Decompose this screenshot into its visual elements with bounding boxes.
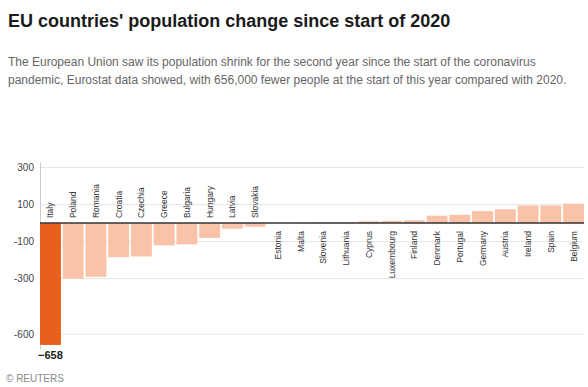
bar xyxy=(176,223,197,244)
y-tick: -100 xyxy=(14,236,40,247)
x-tick-label: Cyprus xyxy=(364,231,374,258)
grid-line xyxy=(40,334,584,335)
x-tick-label: Latvia xyxy=(227,195,237,218)
x-tick-label: Greece xyxy=(159,190,169,218)
x-tick-label: Portugal xyxy=(455,231,465,263)
source: © REUTERS xyxy=(6,373,64,384)
bar xyxy=(540,206,561,224)
data-label: −658 xyxy=(38,349,63,361)
x-tick-label: Germany xyxy=(478,230,488,266)
x-tick-label: Croatia xyxy=(114,190,124,218)
x-tick-label: Slovenia xyxy=(318,231,328,264)
chart: EU countries' population change since st… xyxy=(0,0,588,387)
bar xyxy=(563,204,584,223)
y-tick-label: 100 xyxy=(17,199,34,210)
y-tick: -300 xyxy=(14,273,40,284)
bar xyxy=(427,216,448,223)
y-axis: 300 100 -100 -300 -600 xyxy=(14,162,41,349)
bar xyxy=(518,206,539,224)
y-tick-label: -600 xyxy=(14,329,34,340)
x-tick-label: Luxembourg xyxy=(387,231,397,279)
bar xyxy=(85,223,106,277)
grid xyxy=(40,168,584,335)
data-labels: −658 xyxy=(38,349,63,361)
x-tick-label: Ireland xyxy=(523,231,533,257)
x-tick-label: Hungary xyxy=(205,185,215,218)
x-tick-label: Spain xyxy=(546,231,556,253)
bar xyxy=(154,223,175,245)
x-tick-label: Italy xyxy=(45,202,55,218)
y-tick: 100 xyxy=(17,199,40,210)
x-tick-label: Poland xyxy=(68,191,78,218)
bar xyxy=(199,223,220,238)
bar xyxy=(40,223,61,345)
bars xyxy=(40,204,584,345)
y-tick-label: 300 xyxy=(17,162,34,173)
zero-line xyxy=(40,222,584,224)
title: EU countries' population change since st… xyxy=(8,11,450,31)
y-tick: 300 xyxy=(17,162,40,173)
x-tick-label: Lithuania xyxy=(341,231,351,266)
bar xyxy=(108,223,129,257)
subtitle: The European Union saw its population sh… xyxy=(8,55,566,87)
bar xyxy=(222,223,243,229)
x-tick-label: Denmark xyxy=(432,230,442,265)
x-tick-label: Austria xyxy=(500,231,510,258)
x-tick-label: Finland xyxy=(409,231,419,259)
bar xyxy=(131,223,152,256)
bar xyxy=(63,223,84,279)
y-tick-label: -100 xyxy=(14,236,34,247)
bar xyxy=(495,209,516,223)
y-tick-label: -300 xyxy=(14,273,34,284)
bar xyxy=(449,215,470,223)
x-tick-label: Estonia xyxy=(273,231,283,260)
grid-line xyxy=(40,278,584,279)
bar xyxy=(472,211,493,223)
x-tick-label: Bulgaria xyxy=(182,187,192,218)
x-tick-label: Czechia xyxy=(136,187,146,218)
x-axis-labels: Italy Poland Romania Croatia Czechia Greece Bu… xyxy=(45,184,578,279)
x-tick-label: Belgium xyxy=(569,231,579,262)
x-tick-label: Romania xyxy=(91,184,101,218)
x-tick-label: Slovakia xyxy=(250,186,260,218)
grid-line xyxy=(40,167,584,168)
x-tick-label: Malta xyxy=(296,231,306,252)
y-tick: -600 xyxy=(14,329,40,340)
